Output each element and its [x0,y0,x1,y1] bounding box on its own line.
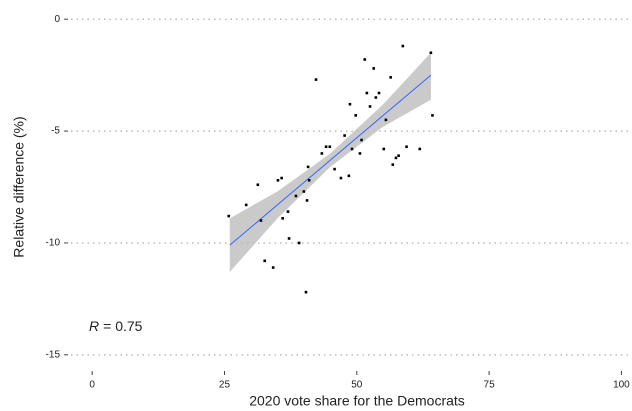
point [347,174,351,178]
point [302,190,306,193]
point [297,241,301,245]
annotation-text: = 0.75 [103,318,143,334]
point [263,259,267,263]
point [384,118,388,122]
point [324,145,328,149]
point [429,51,433,55]
point [271,266,275,269]
point [350,147,354,151]
point [339,176,343,180]
point [365,91,369,95]
point [374,96,378,99]
point [281,217,284,220]
point [363,58,367,61]
point [286,210,290,213]
annotation-symbol: R [89,318,99,334]
point [227,214,231,218]
point [401,44,405,48]
point [328,145,332,149]
point [389,76,392,79]
x-axis-label: 2020 vote share for the Democrats [249,393,465,409]
x-tick-label: 75 [484,380,496,391]
annotation: R = 0.75 [89,318,143,334]
point [368,105,372,108]
x-tick-label: 50 [351,380,363,391]
x-tick-label: 100 [613,380,630,391]
point [280,176,283,180]
point [306,165,310,169]
point [360,138,363,142]
point [287,237,291,240]
point [372,67,376,70]
point [320,152,324,155]
point [354,114,358,117]
y-axis-label: Relative difference (%) [11,116,27,257]
point [244,203,248,207]
x-tick-label: 25 [219,380,231,391]
point [343,134,346,137]
point [314,78,318,81]
point [307,178,311,182]
point [294,194,298,198]
point [397,154,400,157]
point [431,114,434,117]
point [391,163,395,166]
point [405,145,408,149]
point [305,199,309,202]
point [333,167,336,171]
point [259,219,263,222]
point [394,156,398,160]
point [418,147,422,151]
point [348,102,352,106]
x-tick-label: 0 [89,380,95,391]
point [358,152,362,155]
point [276,178,280,182]
fit-line [229,74,432,246]
point [382,147,386,151]
y-tick-label: -5 [51,126,60,137]
point [304,290,308,294]
y-tick-label: -15 [46,349,61,360]
plot-layer: 0 -5 -10 -15 0 25 50 75 100 [46,14,632,391]
y-tick-label: -10 [46,238,61,249]
point [256,183,260,187]
point [377,91,381,95]
confidence-band [229,52,431,273]
y-tick-label: 0 [54,14,60,25]
